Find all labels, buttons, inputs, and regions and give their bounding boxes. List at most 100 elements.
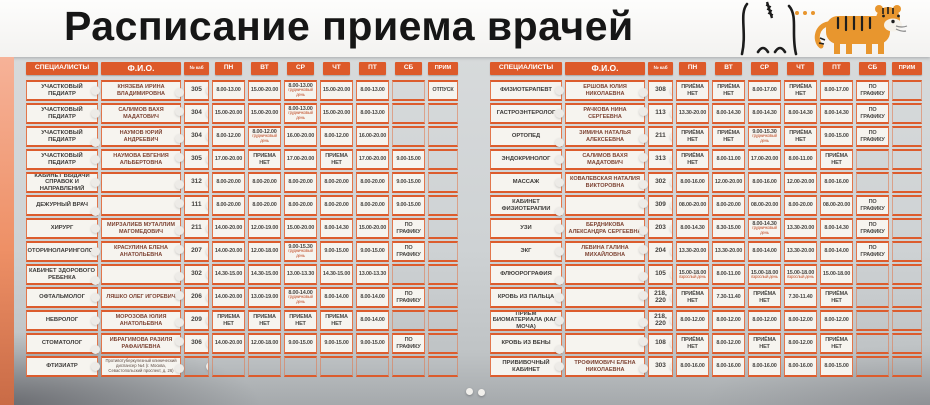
schedule-cell: 8.00-14.30 <box>748 103 781 124</box>
schedule-cell: 17.00-20.00 <box>748 149 781 170</box>
schedule-cell <box>392 80 425 101</box>
schedule-time: 9.00-15.30 <box>752 129 777 136</box>
schedule-cell: ПО ГРАФИКУ <box>856 80 889 101</box>
doctor-name-cell: ТРОФИМОВИЧ ЕЛЕНА НИКОЛАЕВНА <box>565 356 645 377</box>
doctor-name-cell: Противотуберкулезный клинический диспанс… <box>101 356 181 377</box>
schedule-cell: 8.00-14.30 <box>320 218 353 239</box>
schedule-cell <box>428 333 458 354</box>
schedule-time: 8.00-14.00 <box>324 294 349 301</box>
schedule-time: 8.00-13.00 <box>216 87 241 94</box>
schedule-time: 15.00-20.00 <box>322 87 351 94</box>
specialty-cell: ОФТАЛЬМОЛОГ <box>26 287 98 308</box>
schedule-time: 8.00-12.00 <box>824 317 849 324</box>
schedule-cell <box>892 149 922 170</box>
doctor-name-cell: КОВАЛЕВСКАЯ НАТАЛИЯ ВИКТОРОВНА <box>565 172 645 193</box>
specialty-cell: ФТИЗИАТР <box>26 356 98 377</box>
table-row: УЧАСТКОВЫЙ ПЕДИАТР КНЯЗЕВА ИРИНА ВЛАДИМИР… <box>26 80 462 101</box>
doctor-name-cell: НАУМОВ ЮРИЙ АНДРЕЕВИЧ <box>101 126 181 147</box>
schedule-time: ПРИЁМА НЕТ <box>681 291 704 304</box>
schedule-cell: 15.00-18.00 взрослый день <box>748 264 781 285</box>
schedule-cell: 8.00-16.00 <box>676 356 709 377</box>
tiger-icon <box>814 5 908 54</box>
schedule-cell: 12.00-19.00 <box>248 218 281 239</box>
schedule-note: грудничковый день <box>288 294 313 305</box>
specialty-cell: ПРИЁМ БИОМАТЕРИАЛА (КАЛ, МОЧА) <box>490 310 562 331</box>
table-row: ПРИВИВОЧНЫЙ КАБИНЕТ ТРОФИМОВИЧ ЕЛЕНА НИКО… <box>490 356 926 377</box>
schedule-time: 7.30-11.40 <box>788 294 813 301</box>
schedule-cell: 8.00-14.00 <box>320 287 353 308</box>
room-number-cell: 203 <box>648 218 673 239</box>
schedule-cell: 08.00-20.00 <box>820 195 853 216</box>
schedule-cell <box>892 195 922 216</box>
schedule-cell <box>212 356 245 377</box>
schedule-time: 15.00-20.00 <box>358 225 387 232</box>
schedule-cell: 8.00-11.00 <box>712 264 745 285</box>
schedule-cell: 8.00-16.00 <box>748 356 781 377</box>
schedule-cell: 08.00-20.00 <box>748 195 781 216</box>
schedule-note: грудничковый день <box>288 87 313 98</box>
schedule-time: 9.00-15.00 <box>324 340 349 347</box>
column-header-8: ПТ <box>359 62 386 75</box>
column-header-9: СБ <box>859 62 886 75</box>
schedule-time: ПО ГРАФИКУ <box>396 245 421 258</box>
schedule-time: 8.00-14.00 <box>360 294 385 301</box>
schedule-cell: 8.00-16.00 <box>784 356 817 377</box>
schedule-time: 15.00-20.00 <box>250 87 279 94</box>
schedule-cell: 14.00-20.00 <box>212 241 245 262</box>
schedule-time: ПРИЁМА НЕТ <box>681 84 704 97</box>
schedule-time: 8.00-14.00 <box>360 317 385 324</box>
doctor-name-cell: САЛИМОВ ВАХЯ МАДАТОВИЧ <box>565 149 645 170</box>
schedule-cell: 14.00-20.00 <box>212 218 245 239</box>
schedule-cell: 15.00-20.00 <box>248 103 281 124</box>
schedule-time: 8.00-13.00 <box>288 106 313 113</box>
schedule-time: 14.00-20.00 <box>214 225 243 232</box>
schedule-note: взрослый день <box>751 273 778 279</box>
room-number-cell: 305 <box>184 80 209 101</box>
schedule-time: 12.00-18.00 <box>250 248 279 255</box>
column-header-7: ЧТ <box>787 62 814 75</box>
doctor-name-cell: МИРЗАЛИЕВ МУТАЛЛИМ МАГОМЕДОВИЧ <box>101 218 181 239</box>
schedule-cell: ПО ГРАФИКУ <box>392 241 425 262</box>
schedule-time: 9.00-15.00 <box>824 133 849 140</box>
room-number-cell: 302 <box>184 264 209 285</box>
table-row: ФИЗИОТЕРАПЕВТ ЕРШОВА ЮЛИЯ НИКОЛАЕВНА 308 ПР… <box>490 80 926 101</box>
schedule-time: ПРИЕМА НЕТ <box>217 314 240 327</box>
table-row: КАБИНЕТ ФИЗИОТЕРАПИИ 309 08.00-20.00 8.00-2… <box>490 195 926 216</box>
room-number-cell: 305 <box>184 149 209 170</box>
schedule-time: 8.00-15.00 <box>824 363 849 370</box>
specialty-cell: УЧАСТКОВЫЙ ПЕДИАТР <box>26 149 98 170</box>
doctor-name-cell <box>565 195 645 216</box>
schedule-cell: ПРИЁМА НЕТ <box>820 287 853 308</box>
schedule-time: 9.00-15.00 <box>396 179 421 186</box>
schedule-cell: 8.00-12.00 <box>748 310 781 331</box>
wall-strip <box>0 57 14 405</box>
table-row: ОТОРИНОЛАРИНГОЛОГ КРАСУЛИНА ЕЛЕНА АНАТОЛЬ… <box>26 241 462 262</box>
board-pin <box>466 388 473 395</box>
schedule-cell: 7.30-11.40 <box>712 287 745 308</box>
specialty-cell: ГАСТРОЭНТЕРОЛОГ <box>490 103 562 124</box>
schedule-cell <box>892 287 922 308</box>
schedule-cell <box>428 287 458 308</box>
schedule-time: 13.00-13.30 <box>358 271 387 278</box>
table-row: ЭНДОКРИНОЛОГ САЛИМОВ ВАХЯ МАДАТОВИЧ 313 ПРИ… <box>490 149 926 170</box>
schedule-time: ПО ГРАФИКУ <box>860 245 885 258</box>
schedule-cell: 8.00-20.00 <box>284 172 317 193</box>
table-row: ГАСТРОЭНТЕРОЛОГ РАЧКОВА НИНА СЕРГЕЕВНА 113… <box>490 103 926 124</box>
schedule-cell: 13.00-13.30 <box>356 264 389 285</box>
schedule-cell: 14.30-15.00 <box>248 264 281 285</box>
schedule-cell <box>428 218 458 239</box>
column-header-9: СБ <box>395 62 422 75</box>
schedule-cell: 15.00-18.00 <box>820 264 853 285</box>
schedule-cell: 8.00-14.30 <box>676 218 709 239</box>
schedule-time: 9.00-15.00 <box>360 340 385 347</box>
table-row: ДЕЖУРНЫЙ ВРАЧ 111 8.00-20.00 8.00-20.00 8.00… <box>26 195 462 216</box>
schedule-cell: 8.00-16.00 <box>820 172 853 193</box>
schedule-time: 8.00-12.00 <box>680 317 705 324</box>
schedule-time: 8.00-12.00 <box>716 317 741 324</box>
schedule-time: 13.30-20.00 <box>678 110 707 117</box>
schedule-time: 8.00-14.30 <box>680 225 705 232</box>
specialty-cell: КРОВЬ ИЗ ПАЛЬЦА <box>490 287 562 308</box>
schedule-cell: 8.00-14.00 <box>356 310 389 331</box>
column-header-2: Ф.И.О. <box>565 62 645 75</box>
schedule-cell: 8.00-14.30 <box>712 103 745 124</box>
